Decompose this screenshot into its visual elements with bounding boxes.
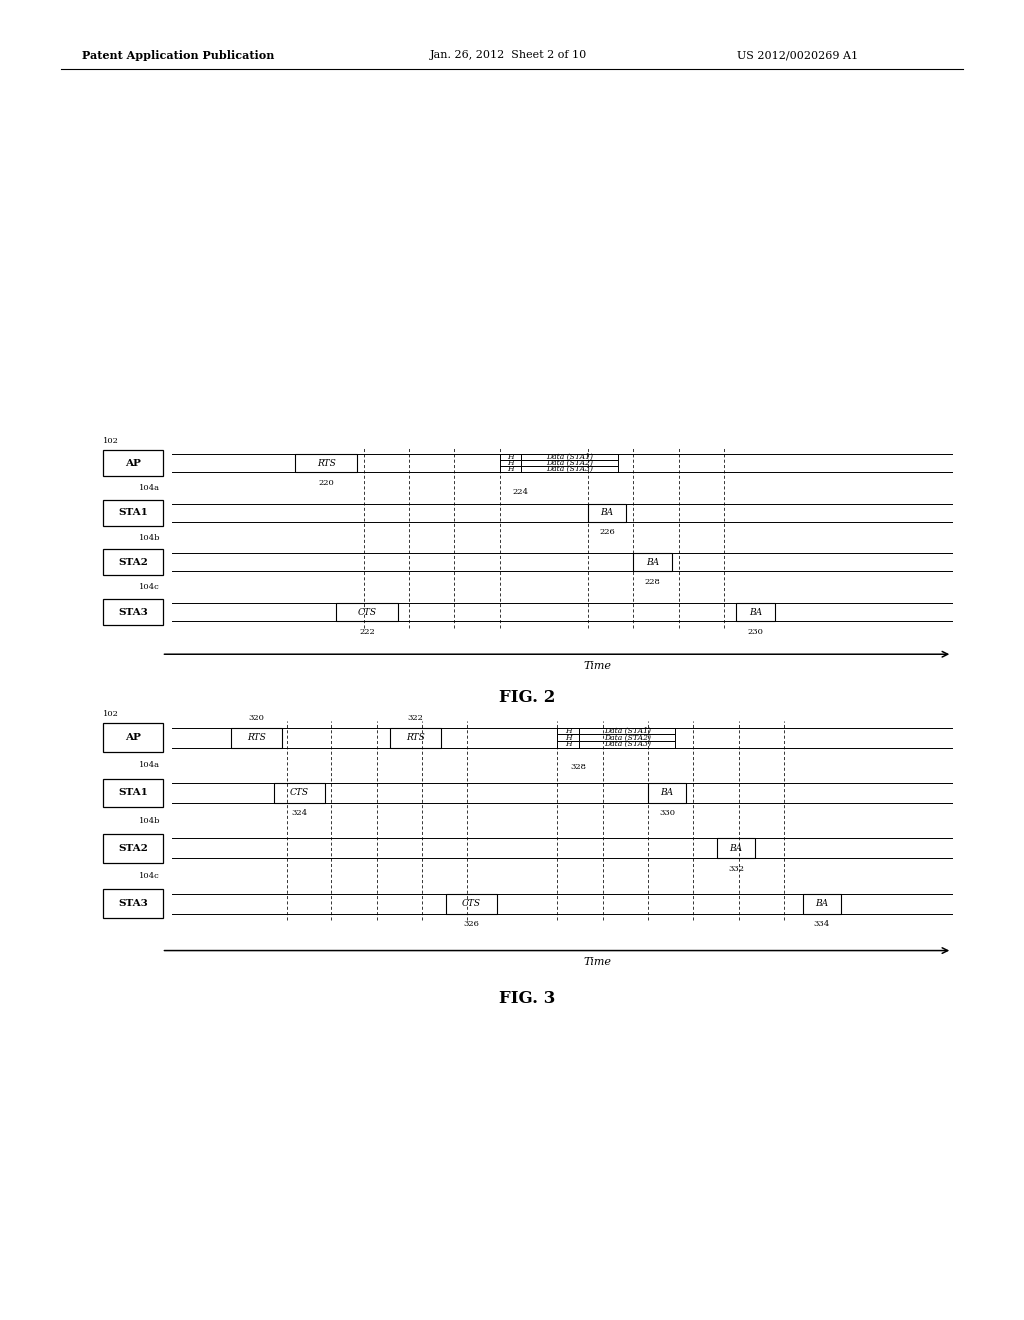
Text: Data (STA2): Data (STA2) bbox=[546, 459, 593, 467]
Text: CTS: CTS bbox=[357, 607, 377, 616]
Text: 332: 332 bbox=[728, 865, 744, 873]
Bar bbox=[102, 779, 164, 808]
Bar bbox=[557, 741, 579, 747]
Text: 104b: 104b bbox=[139, 817, 161, 825]
Text: RTS: RTS bbox=[316, 458, 336, 467]
Text: Data (STA1): Data (STA1) bbox=[603, 727, 650, 735]
Text: 104c: 104c bbox=[139, 583, 160, 591]
Text: Patent Application Publication: Patent Application Publication bbox=[82, 50, 274, 61]
Text: H: H bbox=[565, 741, 571, 748]
Bar bbox=[273, 783, 326, 803]
Text: Data (STA3): Data (STA3) bbox=[603, 741, 650, 748]
Text: CTS: CTS bbox=[462, 899, 481, 908]
Text: US 2012/0020269 A1: US 2012/0020269 A1 bbox=[737, 50, 858, 61]
Text: Jan. 26, 2012  Sheet 2 of 10: Jan. 26, 2012 Sheet 2 of 10 bbox=[430, 50, 588, 61]
Text: Data (STA1): Data (STA1) bbox=[546, 453, 593, 461]
Text: 322: 322 bbox=[408, 714, 424, 722]
Bar bbox=[500, 454, 521, 461]
Bar bbox=[736, 603, 775, 620]
Bar bbox=[102, 549, 164, 576]
Text: BA: BA bbox=[660, 788, 674, 797]
Text: STA1: STA1 bbox=[118, 788, 147, 797]
Text: Data (STA2): Data (STA2) bbox=[603, 734, 650, 742]
Text: AP: AP bbox=[125, 733, 141, 742]
Text: 320: 320 bbox=[249, 714, 264, 722]
Text: BA: BA bbox=[729, 843, 742, 853]
Bar bbox=[102, 834, 164, 863]
Bar bbox=[337, 603, 398, 620]
Bar bbox=[633, 553, 672, 572]
Text: CTS: CTS bbox=[290, 788, 309, 797]
Bar bbox=[579, 734, 675, 741]
Text: BA: BA bbox=[646, 558, 659, 566]
Text: H: H bbox=[507, 459, 514, 467]
Text: 228: 228 bbox=[644, 578, 660, 586]
Text: H: H bbox=[565, 727, 571, 735]
Text: H: H bbox=[507, 453, 514, 461]
Text: STA1: STA1 bbox=[118, 508, 147, 517]
Text: 326: 326 bbox=[464, 920, 479, 928]
Bar bbox=[521, 466, 617, 473]
Bar bbox=[102, 723, 164, 752]
Text: STA3: STA3 bbox=[118, 899, 147, 908]
Bar bbox=[588, 504, 627, 521]
Text: 102: 102 bbox=[102, 437, 119, 445]
Text: 330: 330 bbox=[659, 809, 675, 817]
Bar bbox=[102, 599, 164, 624]
Text: H: H bbox=[507, 465, 514, 473]
Text: STA3: STA3 bbox=[118, 607, 147, 616]
Text: Time: Time bbox=[584, 661, 611, 671]
Text: H: H bbox=[565, 734, 571, 742]
Bar bbox=[500, 461, 521, 466]
Text: BA: BA bbox=[750, 607, 762, 616]
Bar bbox=[717, 838, 756, 858]
Text: 224: 224 bbox=[513, 488, 528, 496]
Text: FIG. 3: FIG. 3 bbox=[499, 990, 556, 1007]
Text: 230: 230 bbox=[748, 627, 764, 636]
Bar bbox=[295, 454, 357, 473]
Text: 220: 220 bbox=[318, 479, 334, 487]
Text: 334: 334 bbox=[814, 920, 830, 928]
Bar bbox=[102, 890, 164, 917]
Bar bbox=[500, 466, 521, 473]
Text: 324: 324 bbox=[292, 809, 307, 817]
Text: 328: 328 bbox=[570, 763, 587, 771]
Bar bbox=[230, 727, 283, 747]
Bar bbox=[579, 727, 675, 734]
Bar bbox=[557, 727, 579, 734]
Bar bbox=[648, 783, 686, 803]
Text: 222: 222 bbox=[359, 627, 375, 636]
Bar bbox=[521, 461, 617, 466]
Text: STA2: STA2 bbox=[118, 843, 147, 853]
Text: 226: 226 bbox=[599, 528, 614, 536]
Text: Time: Time bbox=[584, 957, 611, 968]
Text: RTS: RTS bbox=[407, 733, 425, 742]
Bar bbox=[445, 894, 498, 913]
Text: RTS: RTS bbox=[247, 733, 266, 742]
Text: Data (STA3): Data (STA3) bbox=[546, 465, 593, 473]
Text: BA: BA bbox=[815, 899, 828, 908]
Text: 102: 102 bbox=[102, 710, 119, 718]
Text: STA2: STA2 bbox=[118, 558, 147, 566]
Bar bbox=[803, 894, 842, 913]
Bar bbox=[102, 500, 164, 525]
Bar bbox=[557, 734, 579, 741]
Bar bbox=[102, 450, 164, 477]
Bar bbox=[521, 454, 617, 461]
Text: BA: BA bbox=[600, 508, 613, 517]
Text: 104b: 104b bbox=[139, 533, 161, 541]
Text: FIG. 2: FIG. 2 bbox=[499, 689, 556, 706]
Bar bbox=[579, 741, 675, 747]
Text: 104a: 104a bbox=[139, 762, 160, 770]
Text: 104a: 104a bbox=[139, 484, 160, 492]
Text: 104c: 104c bbox=[139, 873, 160, 880]
Text: AP: AP bbox=[125, 458, 141, 467]
Bar bbox=[390, 727, 441, 747]
